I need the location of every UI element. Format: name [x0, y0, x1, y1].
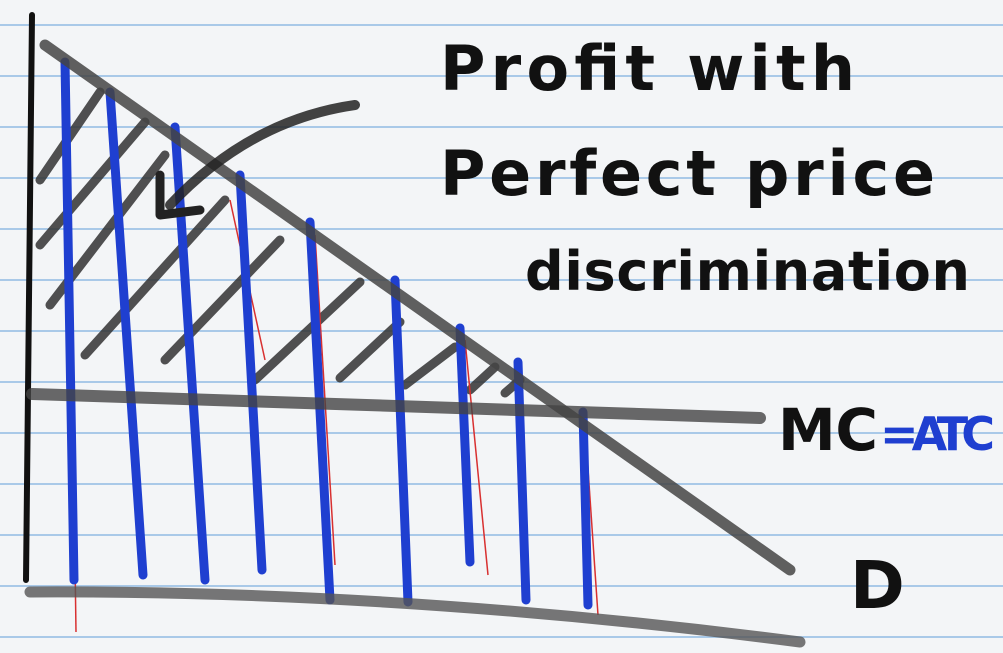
- demand-label: D: [850, 547, 905, 624]
- mc-label: MC: [778, 396, 878, 464]
- title-line: Perfect price: [440, 137, 935, 210]
- arrow: [155, 100, 360, 220]
- blue-strips: [60, 57, 593, 610]
- title-line: Profit with: [440, 32, 855, 105]
- atc-label: =ATC: [880, 407, 995, 461]
- demand-line: [39, 39, 796, 576]
- mc-line: [26, 388, 766, 424]
- axes: [23, 12, 806, 648]
- title-line: discrimination: [525, 240, 970, 303]
